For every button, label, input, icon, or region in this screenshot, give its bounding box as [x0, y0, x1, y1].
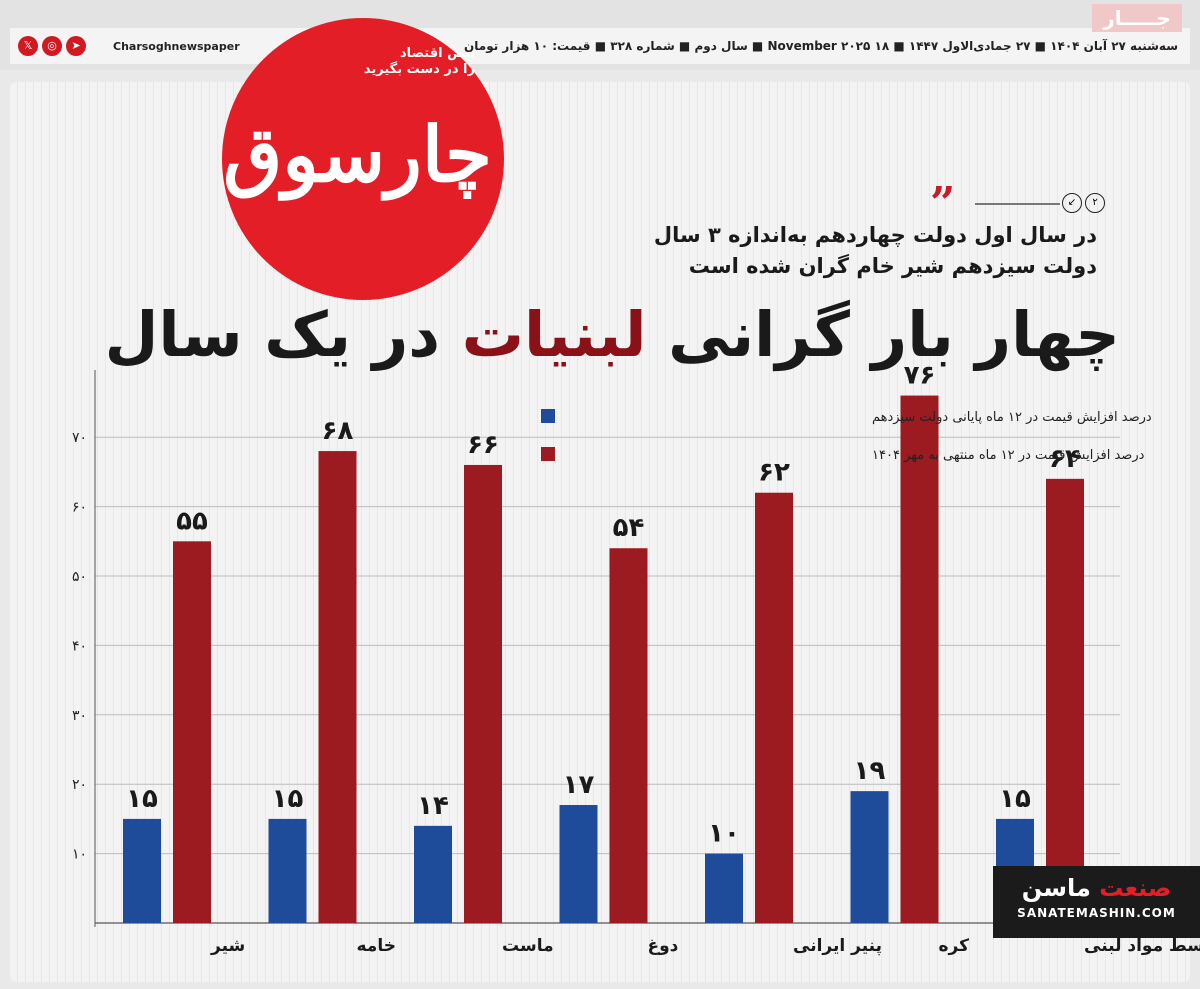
headline: چهار بار گرانی لبنیات در یک سال — [40, 290, 1120, 380]
data-label: ۶۸ — [322, 416, 354, 446]
dateline-strip — [10, 28, 1190, 64]
bar — [318, 451, 357, 923]
data-label: ۷۶ — [904, 361, 936, 391]
data-label: ۱۹ — [854, 756, 886, 786]
bar — [900, 395, 939, 923]
bar — [268, 818, 307, 923]
headline-part-1: چهار بار گرانی — [668, 298, 1120, 371]
bar — [1046, 478, 1084, 923]
story-number-value: ۲ — [1085, 193, 1105, 213]
data-label: ۱۵ — [272, 784, 304, 814]
legend-swatch — [541, 409, 555, 423]
watermark: صنعت ماسن SANATEMASHIN.COM — [993, 866, 1200, 938]
logo-tagline: نبض اقتصاد را در دست بگیرید — [360, 46, 475, 78]
category-label: دوغ — [648, 936, 679, 956]
x-icon[interactable]: 𝕏 — [18, 36, 38, 56]
headline-part-2: لبنیات — [461, 298, 647, 371]
top-bar: جـــــار سه‌شنبه ۲۷ آبان ۱۴۰۴ ■ ۲۷ جمادی… — [0, 0, 1200, 70]
bar — [850, 791, 889, 923]
data-label: ۶۲ — [758, 458, 790, 488]
bar — [755, 492, 793, 923]
bar — [414, 825, 452, 923]
data-label: ۱۰ — [708, 819, 740, 849]
bar — [173, 541, 211, 923]
logo-tagline-1: نبض اقتصاد — [399, 46, 475, 61]
subtitle-line-2: دولت سیزدهم شیر خام گران شده است — [688, 254, 1097, 278]
data-label: ۱۵ — [126, 784, 158, 814]
data-label: ۵۴ — [613, 513, 645, 543]
legend-label: درصد افزایش قیمت در ۱۲ ماه منتهی به مهر … — [872, 448, 1145, 463]
y-tick-label: ۴۰ — [72, 638, 87, 654]
subtitle-line-1: در سال اول دولت چهاردهم به‌اندازه ۳ سال — [653, 223, 1097, 247]
section-tag: جـــــار — [1092, 4, 1182, 32]
watermark-name-2: ماسن — [1021, 874, 1091, 902]
category-label: متوسط مواد لبنی — [1084, 936, 1200, 956]
logo: نبض اقتصاد را در دست بگیرید چارسوق — [222, 18, 504, 300]
story-subtitle: در سال اول دولت چهاردهم به‌اندازه ۳ سال … — [654, 220, 1097, 282]
story-arrow-icon: ↙ — [1062, 193, 1082, 213]
data-label: ۱۵ — [999, 784, 1031, 814]
y-tick-label: ۲۰ — [72, 777, 87, 793]
y-tick-label: ۷۰ — [72, 430, 87, 446]
category-label: شیر — [210, 936, 245, 956]
legend-swatch — [541, 447, 555, 461]
data-label: ۶۴ — [1049, 444, 1081, 474]
category-label: ماست — [502, 936, 554, 956]
bar — [559, 805, 598, 923]
dateline: سه‌شنبه ۲۷ آبان ۱۴۰۴ ■ ۲۷ جمادی‌الاول ۱۴… — [464, 39, 1178, 53]
y-tick-label: ۶۰ — [72, 500, 87, 516]
telegram-icon[interactable]: ➤ — [66, 36, 86, 56]
y-tick-label: ۱۰ — [72, 847, 87, 863]
watermark-name-1: صنعت — [1099, 874, 1172, 902]
legend-label: درصد افزایش قیمت در ۱۲ ماه پایانی دولت س… — [872, 410, 1152, 425]
bar — [123, 818, 161, 923]
quote-icon: ” — [930, 178, 956, 229]
social-handle[interactable]: Charsoghnewspaper — [113, 40, 240, 53]
category-label: کره — [939, 936, 970, 956]
data-label: ۱۷ — [563, 770, 595, 800]
social-icons: 𝕏 ◎ ➤ — [18, 36, 86, 56]
y-tick-label: ۵۰ — [72, 569, 87, 585]
watermark-name: صنعت ماسن — [993, 874, 1200, 902]
story-divider — [975, 203, 1060, 205]
instagram-icon[interactable]: ◎ — [42, 36, 62, 56]
category-label: خامه — [357, 936, 396, 956]
data-label: ۵۵ — [176, 506, 208, 536]
logo-tagline-2: را در دست بگیرید — [363, 62, 475, 77]
data-label: ۱۴ — [417, 791, 449, 821]
watermark-url: SANATEMASHIN.COM — [1017, 906, 1176, 920]
bar — [705, 853, 743, 923]
category-label: پنیر ایرانی — [793, 936, 882, 956]
story-number: ↙ ۲ — [1062, 193, 1105, 213]
bar — [464, 464, 502, 923]
y-tick-label: ۳۰ — [72, 708, 87, 724]
data-label: ۶۶ — [467, 430, 499, 460]
logo-name: چارسوق — [223, 110, 492, 199]
bar — [609, 548, 648, 923]
headline-part-3: در یک سال — [104, 298, 441, 371]
